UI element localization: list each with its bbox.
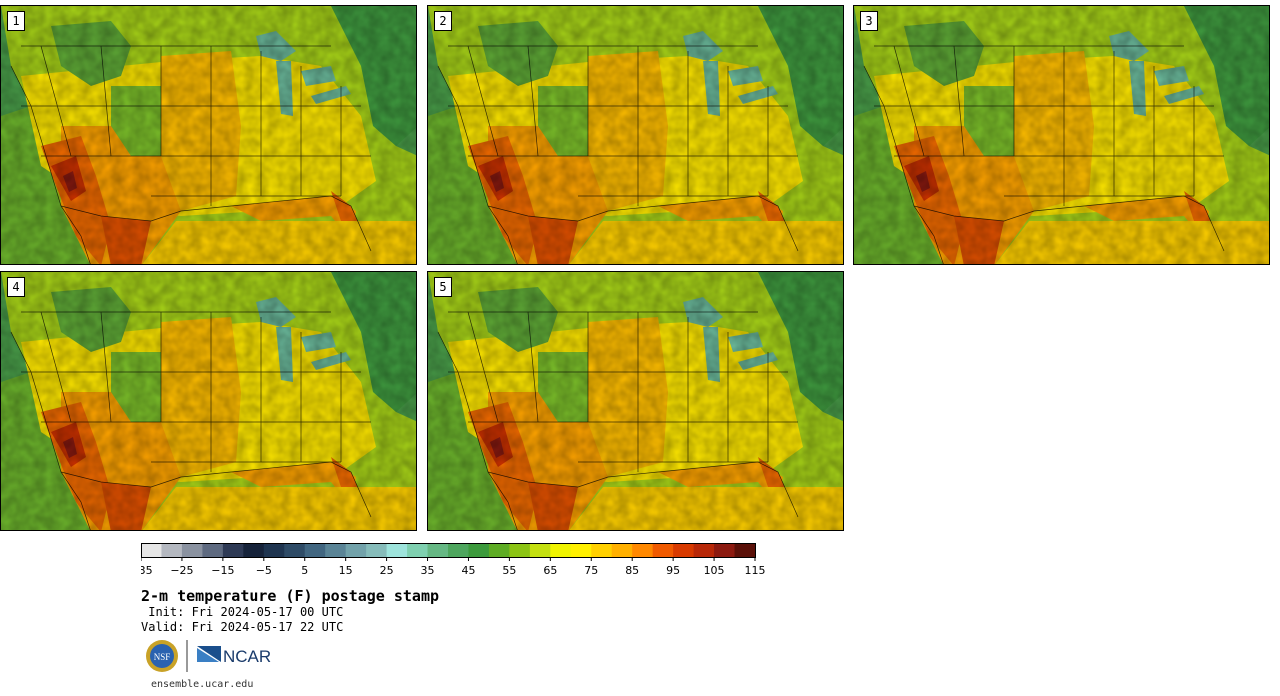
colorbar-swatch: [325, 543, 347, 557]
colorbar-tick-label: 45: [461, 564, 475, 577]
colorbar-swatch: [386, 543, 408, 557]
colorbar-swatch: [509, 543, 531, 557]
colorbar-swatch: [714, 543, 736, 557]
colorbar-swatch: [632, 543, 654, 557]
temperature-colorbar: −35 −25 −15 −5 5 15 25 35 45 55 65 75 85 95 105 115: [141, 543, 766, 577]
figure-title: 2-m temperature (F) postage stamp: [141, 587, 440, 605]
colorbar-tick-label: 115: [745, 564, 766, 577]
temperature-map: [1, 272, 417, 531]
member-map-4: 4: [0, 271, 417, 531]
colorbar-swatch: [570, 543, 592, 557]
colorbar-swatch: [488, 543, 510, 557]
svg-text:NSF: NSF: [154, 652, 171, 662]
member-map-3: 3: [853, 5, 1270, 265]
valid-time: Valid: Fri 2024-05-17 22 UTC: [141, 620, 344, 634]
colorbar-swatch: [284, 543, 306, 557]
colorbar-tick-label: 85: [625, 564, 639, 577]
colorbar-tick-label: 65: [543, 564, 557, 577]
colorbar-tick-label: 25: [380, 564, 394, 577]
init-time: Init: Fri 2024-05-17 00 UTC: [141, 605, 344, 619]
panel-label: 2: [434, 11, 452, 31]
temperature-map: [428, 272, 844, 531]
colorbar-swatch: [529, 543, 551, 557]
colorbar-tick-label: 105: [704, 564, 725, 577]
colorbar-tick-label: 5: [301, 564, 308, 577]
colorbar-swatch: [345, 543, 367, 557]
colorbar-tick-label: −5: [256, 564, 272, 577]
sponsor-logos: NSF NCAR: [146, 640, 271, 672]
colorbar-swatch: [141, 543, 162, 557]
colorbar-swatch: [243, 543, 265, 557]
colorbar-swatch: [407, 543, 429, 557]
colorbar-swatch: [693, 543, 715, 557]
ncar-logo: NCAR: [197, 646, 271, 666]
colorbar-swatch: [304, 543, 326, 557]
panel-label: 5: [434, 277, 452, 297]
member-map-1: 1: [0, 5, 417, 265]
colorbar-swatch: [652, 543, 674, 557]
colorbar-tick-label: 55: [502, 564, 516, 577]
panel-label: 1: [7, 11, 25, 31]
colorbar-tick-label: −25: [170, 564, 193, 577]
site-url[interactable]: ensemble.ucar.edu: [151, 679, 254, 690]
colorbar-swatch: [734, 543, 756, 557]
colorbar-swatch: [181, 543, 203, 557]
colorbar-swatch: [427, 543, 449, 557]
colorbar-swatch: [222, 543, 244, 557]
nsf-logo: NSF: [146, 640, 178, 672]
colorbar-swatch: [550, 543, 572, 557]
colorbar-swatch: [468, 543, 490, 557]
temperature-map: [428, 6, 844, 265]
colorbar-tick-label: 95: [666, 564, 680, 577]
member-map-5: 5: [427, 271, 844, 531]
colorbar-tick-label: 15: [339, 564, 353, 577]
panel-label: 3: [860, 11, 878, 31]
colorbar-swatch: [366, 543, 388, 557]
temperature-map: [854, 6, 1270, 265]
colorbar-swatch: [673, 543, 695, 557]
colorbar-swatch: [202, 543, 224, 557]
member-map-2: 2: [427, 5, 844, 265]
colorbar-tick-label: 75: [584, 564, 598, 577]
colorbar-tick-label: −35: [141, 564, 153, 577]
colorbar-swatch: [448, 543, 469, 557]
temperature-map: [1, 6, 417, 265]
colorbar-swatch: [263, 543, 285, 557]
svg-text:NCAR: NCAR: [223, 647, 271, 666]
colorbar-swatch: [161, 543, 183, 557]
panel-label: 4: [7, 277, 25, 297]
colorbar-tick-label: −15: [211, 564, 234, 577]
colorbar-tick-label: 35: [421, 564, 435, 577]
colorbar-swatch: [591, 543, 613, 557]
colorbar-swatch: [611, 543, 633, 557]
